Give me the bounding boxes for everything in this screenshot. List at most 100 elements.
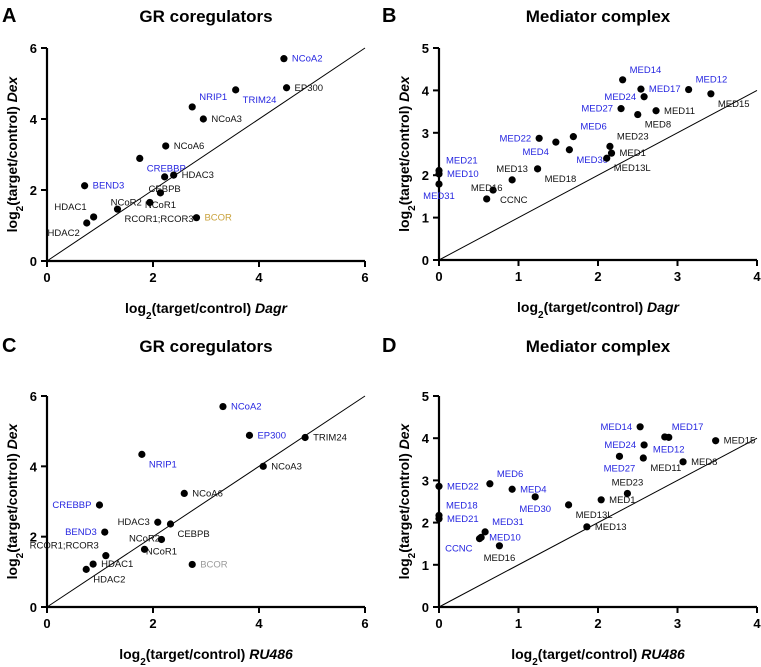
- data-point-bcor: [192, 214, 201, 222]
- data-label: HDAC3: [118, 517, 150, 528]
- y-axis-label-subscript: 2: [15, 205, 26, 211]
- x-axis-label: log2(target/control) RU486: [511, 646, 685, 667]
- x-axis-label-condition: Dagr: [647, 299, 680, 315]
- data-point-ep300: [245, 431, 254, 439]
- data-label: MED22: [447, 481, 479, 492]
- data-label: NCoR1: [146, 546, 177, 557]
- x-tick-label: 3: [674, 269, 681, 284]
- y-tick-label: 4: [422, 83, 430, 98]
- x-tick-label: 2: [594, 269, 601, 284]
- x-axis-label-condition: RU486: [641, 646, 685, 662]
- data-label: BEND3: [93, 181, 125, 192]
- x-axis-label-main: (target/control): [152, 300, 255, 316]
- x-axis-label-main: (target/control): [146, 646, 249, 662]
- data-label: MED1: [620, 148, 646, 159]
- data-point-med17: [637, 85, 645, 93]
- data-point-med6: [486, 480, 494, 488]
- x-tick-label: 2: [149, 616, 156, 631]
- data-label: HDAC2: [93, 574, 125, 585]
- y-tick-label: 4: [30, 112, 38, 127]
- y-axis-label-condition: Dex: [396, 75, 412, 102]
- data-label: BCOR: [204, 213, 232, 224]
- data-point-med27: [615, 452, 624, 460]
- data-point-ncor1: [156, 189, 165, 197]
- data-label: MED4: [520, 484, 546, 495]
- data-label: NRIP1: [149, 459, 177, 470]
- x-axis-label-main: (target/control): [544, 299, 647, 315]
- data-point-med6: [569, 133, 577, 141]
- x-axis-label-prefix: log: [511, 646, 532, 662]
- y-axis-label-prefix: log: [396, 211, 412, 232]
- chart-title: Mediator complex: [526, 7, 671, 26]
- y-axis-label-condition: Dex: [4, 422, 20, 449]
- data-label: NCoR2: [129, 533, 160, 544]
- data-label: MED30: [519, 504, 551, 515]
- data-point-crebbp: [136, 154, 144, 163]
- data-label: MED12: [696, 75, 728, 86]
- data-label: MED27: [581, 104, 613, 115]
- data-point-cebpb: [161, 173, 169, 181]
- identity-line: [438, 89, 758, 261]
- data-label: MED27: [604, 463, 636, 474]
- data-label: MED13: [496, 164, 528, 175]
- y-axis-label: log2(target/control) Dex: [396, 422, 418, 579]
- y-tick-label: 1: [422, 211, 429, 226]
- data-point-med1: [607, 149, 616, 157]
- data-point-med23: [623, 489, 632, 498]
- data-label: MED16: [471, 183, 503, 194]
- data-point-med22: [435, 482, 443, 490]
- data-point-med24: [640, 93, 648, 101]
- y-tick-label: 4: [30, 459, 38, 474]
- x-tick-label: 1: [515, 616, 522, 631]
- x-tick-label: 4: [255, 270, 263, 285]
- data-label: CREBBP: [52, 500, 91, 511]
- data-point-bend3: [81, 182, 89, 190]
- data-label: MED11: [650, 463, 681, 474]
- data-label: MED6: [497, 469, 523, 480]
- data-point-med18: [533, 165, 542, 173]
- y-tick-label: 1: [422, 558, 429, 573]
- data-point-med16: [483, 195, 491, 203]
- data-label: MED10: [489, 532, 521, 543]
- data-point-med24: [640, 441, 648, 449]
- data-label: MED16: [484, 553, 516, 564]
- data-point-trim24: [232, 86, 240, 94]
- data-point-ncoa2: [219, 402, 227, 411]
- data-point-med16: [495, 542, 504, 550]
- data-point-rcor1-rcor3: [102, 552, 110, 560]
- y-tick-label: 2: [422, 516, 429, 531]
- data-label: NCoR2: [111, 197, 142, 208]
- data-point-med15: [707, 90, 715, 98]
- data-label: MED31: [492, 517, 524, 528]
- data-label: MED21: [446, 156, 478, 167]
- y-axis-label-subscript: 2: [407, 205, 418, 211]
- x-tick-label: 2: [594, 616, 601, 631]
- data-point-med30: [565, 146, 573, 154]
- x-tick-label: 0: [435, 269, 442, 284]
- data-label: MED8: [645, 120, 671, 131]
- data-point-crebbp: [95, 501, 104, 509]
- x-axis-label-main: (target/control): [538, 646, 641, 662]
- data-point-med4: [508, 485, 516, 493]
- chart-title: Mediator complex: [526, 337, 671, 356]
- y-axis-label-main: (target/control): [396, 102, 412, 205]
- data-label: CCNC: [500, 195, 528, 206]
- data-label: NCoR1: [145, 200, 176, 211]
- data-label: EP300: [295, 83, 324, 94]
- data-point-ncoa6: [180, 489, 188, 498]
- data-label: BCOR: [200, 559, 228, 570]
- x-tick-label: 3: [674, 616, 681, 631]
- x-tick-label: 4: [753, 269, 761, 284]
- data-label: MED18: [446, 500, 478, 511]
- data-label: TRIM24: [313, 432, 347, 443]
- data-label: MED24: [604, 440, 636, 451]
- data-point-ncor1: [157, 535, 166, 544]
- y-tick-label: 3: [422, 473, 429, 488]
- data-label: MED10: [447, 169, 479, 180]
- data-point-cebpb: [166, 520, 175, 528]
- y-axis-label-subscript: 2: [15, 552, 26, 558]
- y-axis-label-prefix: log: [4, 211, 20, 232]
